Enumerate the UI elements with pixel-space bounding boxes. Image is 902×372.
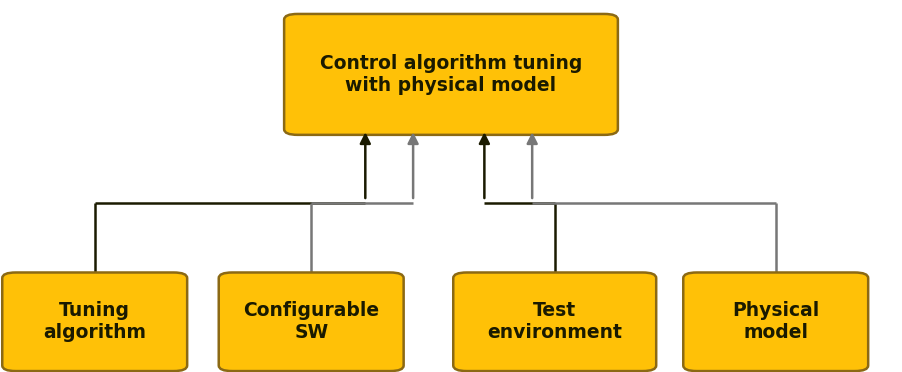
Text: Configurable
SW: Configurable SW xyxy=(244,301,379,342)
Text: Physical
model: Physical model xyxy=(732,301,819,342)
Text: Tuning
algorithm: Tuning algorithm xyxy=(43,301,146,342)
FancyBboxPatch shape xyxy=(453,272,656,371)
FancyBboxPatch shape xyxy=(684,272,868,371)
Text: Test
environment: Test environment xyxy=(487,301,622,342)
Text: Control algorithm tuning
with physical model: Control algorithm tuning with physical m… xyxy=(320,54,582,95)
FancyBboxPatch shape xyxy=(3,272,188,371)
FancyBboxPatch shape xyxy=(218,272,403,371)
FancyBboxPatch shape xyxy=(284,14,618,135)
